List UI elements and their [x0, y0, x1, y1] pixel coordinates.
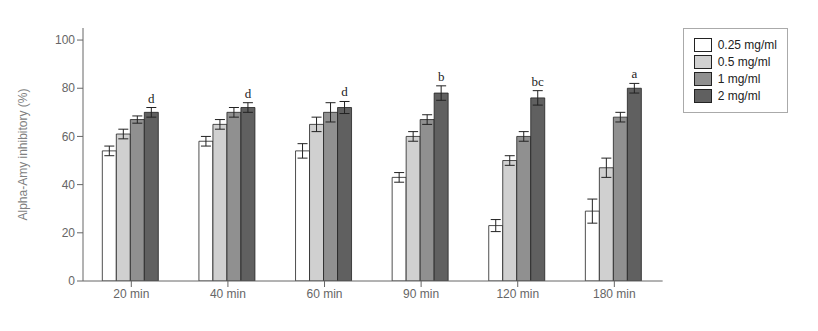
svg-text:0: 0 — [68, 274, 75, 288]
svg-text:40: 40 — [62, 178, 76, 192]
svg-text:40 min: 40 min — [210, 287, 246, 301]
html-text:0.5 mg/ml: 0.5 mg/ml — [717, 55, 771, 69]
html-text:0.25 mg/ml: 0.25 mg/ml — [717, 38, 777, 52]
svg-text:120 min: 120 min — [496, 287, 539, 301]
svg-text:b: b — [438, 69, 445, 84]
svg-text:d: d — [341, 84, 348, 99]
svg-text:d: d — [148, 91, 155, 106]
svg-text:80: 80 — [62, 81, 76, 95]
html-text:2 mg/ml: 2 mg/ml — [717, 89, 761, 103]
svg-text:180 min: 180 min — [593, 287, 636, 301]
svg-text:20 min: 20 min — [113, 287, 149, 301]
svg-text:90 min: 90 min — [403, 287, 439, 301]
svg-text:a: a — [631, 66, 637, 81]
svg-text:d: d — [245, 86, 252, 101]
svg-text:20: 20 — [62, 226, 76, 240]
svg-text:bc: bc — [532, 74, 545, 89]
svg-text:60 min: 60 min — [307, 287, 343, 301]
html-text:1 mg/ml: 1 mg/ml — [717, 72, 761, 86]
svg-text:60: 60 — [62, 130, 76, 144]
svg-text:Alpha-Amy inhibitory (%): Alpha-Amy inhibitory (%) — [16, 88, 30, 220]
svg-text:100: 100 — [55, 33, 75, 47]
